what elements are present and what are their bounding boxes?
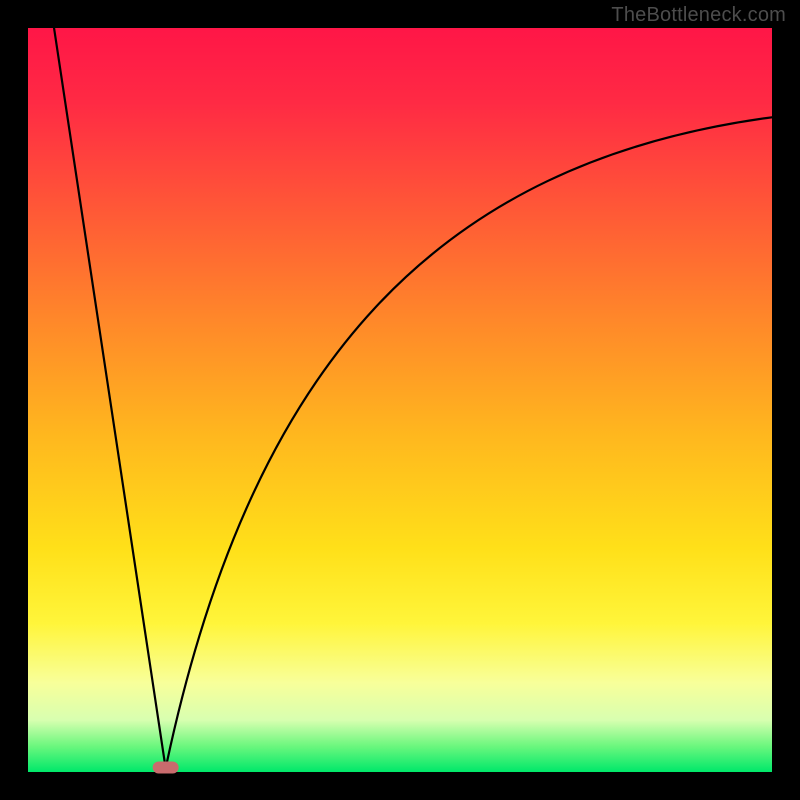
- bottleneck-chart: TheBottleneck.com: [0, 0, 800, 800]
- chart-svg: [0, 0, 800, 800]
- watermark-text: TheBottleneck.com: [611, 4, 786, 27]
- optimal-point-marker: [153, 762, 179, 774]
